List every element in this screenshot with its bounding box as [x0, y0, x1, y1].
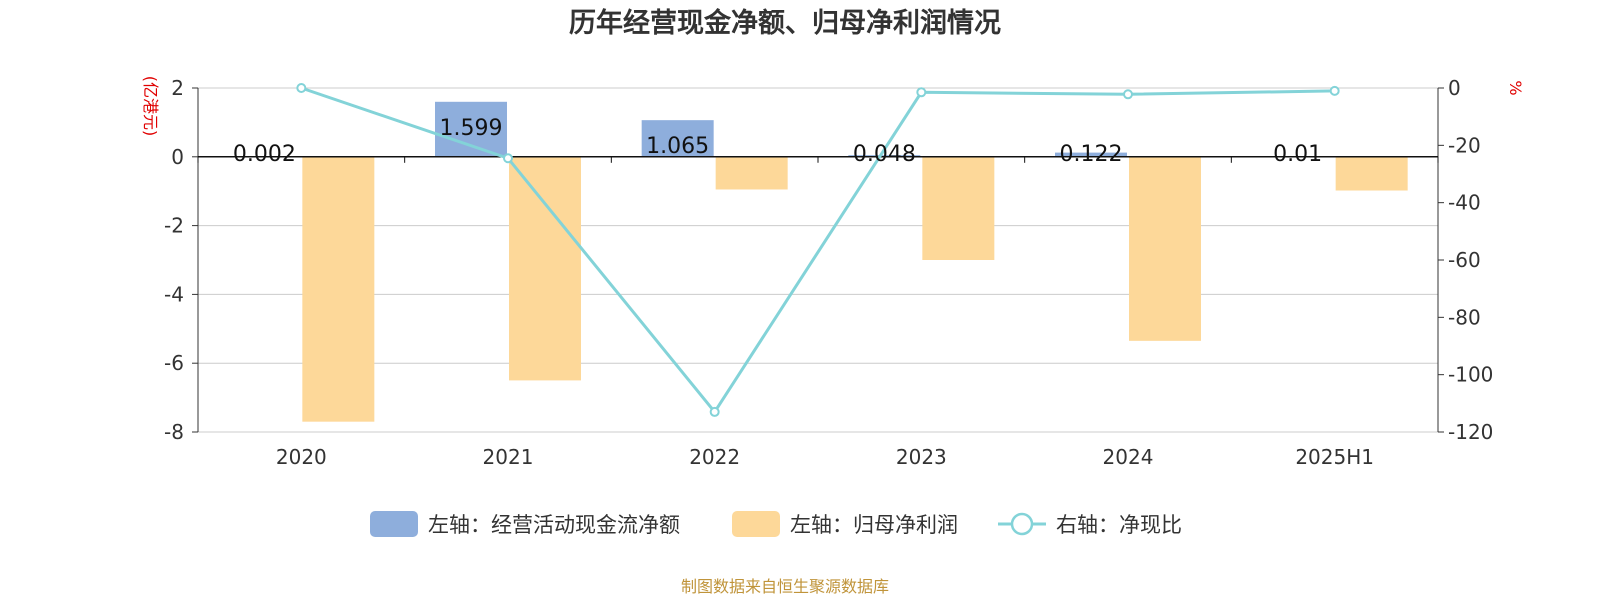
net-profit-bar	[302, 156, 375, 422]
ratio-point	[1123, 89, 1133, 100]
x-tick-label: 2022	[689, 445, 740, 469]
ratio-point	[1329, 85, 1340, 96]
cash-flow-data-label: 0.122	[1060, 142, 1123, 167]
cash-flow-data-label: 0.048	[853, 142, 916, 167]
ratio-point	[916, 87, 927, 98]
cash-flow-data-label: 0.002	[233, 142, 296, 167]
right-axis-unit: %	[1506, 80, 1525, 95]
right-tick-label: -60	[1448, 248, 1481, 272]
net-profit-bar	[509, 156, 581, 381]
x-tick-label: 2024	[1103, 445, 1154, 469]
legend-label-ratio: 右轴：净现比	[1056, 513, 1182, 537]
legend: 左轴：经营活动现金流净额 左轴：归母净利润 右轴：净现比	[370, 511, 1182, 537]
x-tick-label: 2023	[896, 445, 947, 469]
ratio-line	[300, 86, 1335, 415]
right-tick-label: -40	[1448, 191, 1481, 215]
right-tick-label: -80	[1448, 305, 1481, 329]
cash-flow-bar	[641, 120, 714, 157]
x-tick-label: 2020	[276, 445, 327, 469]
net-profit-bar	[1129, 156, 1201, 341]
left-tick-label: -6	[164, 351, 184, 375]
grid	[198, 87, 1438, 433]
net-profit-bar	[715, 156, 788, 190]
ratio-point	[709, 406, 720, 417]
left-tick-label: -2	[164, 214, 184, 238]
net-profit-bar	[1335, 156, 1408, 191]
right-tick-label: -120	[1448, 420, 1493, 444]
cash-flow-data-label: 0.01	[1273, 142, 1322, 167]
cash-flow-bar	[435, 101, 507, 157]
x-tick-label: 2021	[483, 445, 534, 469]
left-tick-label: -8	[164, 420, 184, 444]
bars	[228, 101, 1408, 422]
cash-flow-data-label: 1.065	[646, 134, 709, 159]
left-axis-unit: (亿港元)	[141, 76, 160, 137]
legend-swatch-cash-flow	[370, 511, 418, 537]
line-series	[296, 83, 1340, 417]
right-tick-label: 0	[1448, 76, 1461, 100]
source-note: 制图数据来自恒生聚源数据库	[681, 577, 889, 596]
legend-swatch-ratio-marker	[1010, 512, 1034, 536]
right-tick-label: -100	[1448, 363, 1493, 387]
data-labels: 0.002 1.599 1.065 0.048 0.122 0.01	[233, 116, 1322, 167]
left-tick-label: 0	[171, 145, 184, 169]
cash-flow-bar	[848, 155, 921, 157]
legend-label-net-profit: 左轴：归母净利润	[790, 513, 958, 537]
left-tick-label: -4	[164, 282, 184, 306]
net-profit-bar	[922, 156, 995, 260]
cash-flow-data-label: 1.599	[440, 116, 503, 141]
right-tick-label: -20	[1448, 133, 1481, 157]
cash-flow-bar	[1055, 152, 1127, 157]
legend-label-cash-flow: 左轴：经营活动现金流净额	[428, 513, 680, 537]
left-tick-label: 2	[171, 76, 184, 100]
ratio-point	[503, 153, 513, 164]
legend-swatch-net-profit	[732, 511, 780, 537]
x-tick-label: 2025H1	[1295, 445, 1374, 469]
chart-title: 历年经营现金净额、归母净利润情况	[569, 7, 1001, 39]
ratio-point	[296, 83, 307, 93]
